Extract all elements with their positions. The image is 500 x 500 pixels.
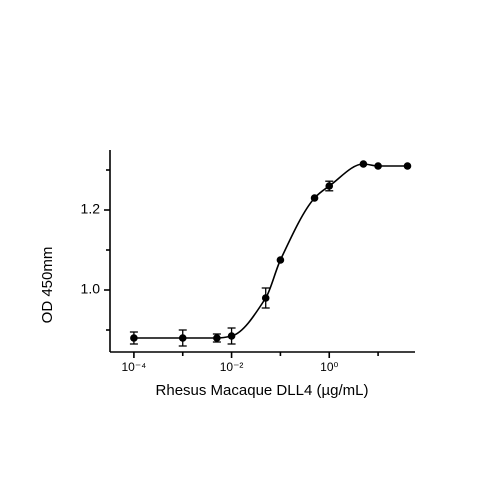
data-point — [403, 162, 412, 170]
data-point — [325, 182, 334, 190]
data-point — [130, 334, 138, 342]
data-point — [227, 332, 236, 340]
data-point — [178, 334, 187, 342]
y-axis-label: OD 450mm — [39, 247, 56, 324]
x-tick-label: 10⁻⁴ — [121, 360, 146, 374]
data-point — [276, 256, 285, 264]
data-point — [213, 334, 221, 342]
x-axis-label: Rhesus Macaque DLL4 (µg/mL) — [156, 382, 369, 399]
x-tick-label: 10⁻² — [220, 360, 244, 374]
data-point — [261, 294, 270, 302]
y-tick-label: 1.0 — [81, 281, 101, 297]
fit-curve — [133, 163, 408, 339]
data-point — [359, 160, 368, 168]
data-point — [374, 162, 382, 170]
data-point — [310, 194, 319, 202]
y-tick-label: 1.2 — [81, 201, 101, 217]
x-tick-label: 10⁰ — [320, 360, 338, 374]
